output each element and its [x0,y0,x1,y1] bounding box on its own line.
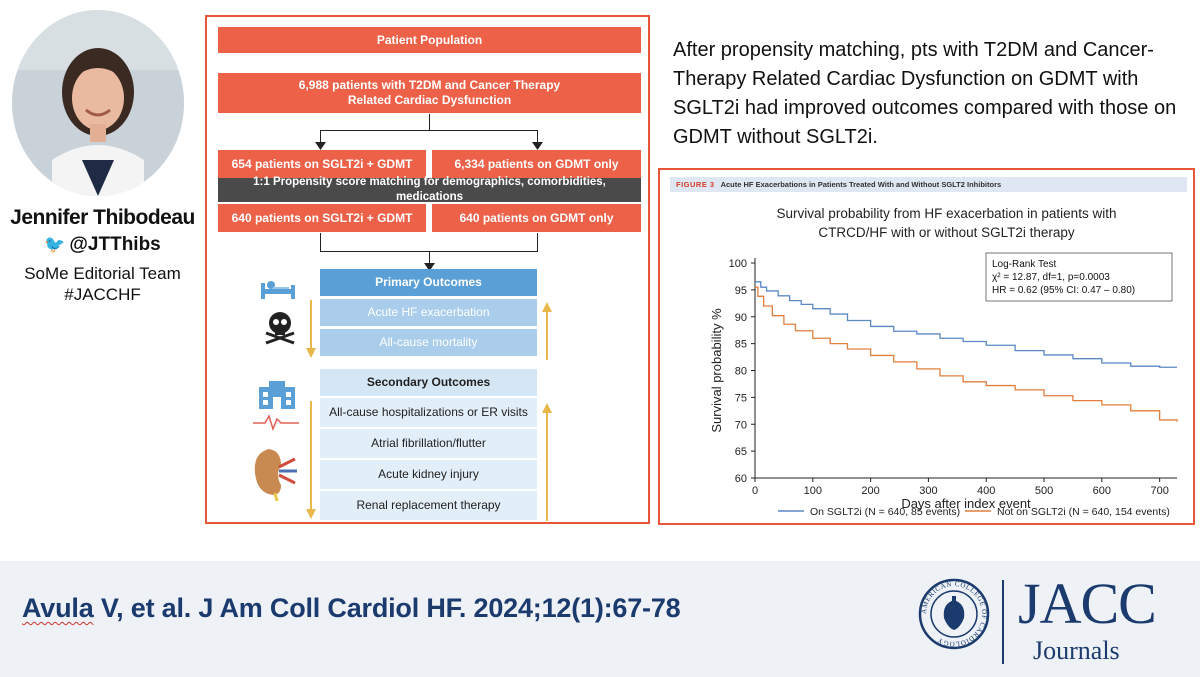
figure-label: FIGURE 3 [676,180,715,189]
hospital-bed-icon [261,281,295,299]
figure-caption: Acute HF Exacerbations in Patients Treat… [720,180,1002,189]
x-tick-label: 400 [977,485,995,497]
left-arm-box: 654 patients on SGLT2i + GDMT [218,150,426,178]
series-line-not-on-sglt2i [755,286,1178,422]
flow-line [320,130,538,131]
secondary-outcomes-header: Secondary Outcomes [320,369,537,396]
x-tick-label: 300 [919,485,937,497]
kidney-icon [254,449,297,501]
survival-plot: 60 65 70 75 80 85 90 95 100 0 100 200 300 400 500 600 70… [709,252,1178,518]
team-label: SoMe Editorial Team #JACCHF [0,263,205,305]
arrow-down-icon [424,263,435,271]
handle-text: @JTThibs [69,234,161,255]
summary-text: After propensity matching, pts with T2DM… [673,39,1177,148]
decrease-arrow-icon [306,300,316,358]
y-tick-label: 85 [735,339,747,351]
citation-author: Avula [22,593,94,623]
secondary-outcome-item: Acute kidney injury [320,460,537,489]
population-box: 6,988 patients with T2DM and Cancer Ther… [218,73,641,113]
figure-caption-bar: FIGURE 3 Acute HF Exacerbations in Patien… [670,177,1187,192]
x-axis-label: Days after index event [901,496,1031,511]
person-portrait-icon [12,10,184,196]
primary-outcome-item: Acute HF exacerbation [320,299,537,326]
chart-title-line-2: CTRCD/HF with or without SGLT2i therapy [818,225,1075,240]
heart-rhythm-icon [253,414,299,431]
profile-name: Jennifer Thibodeau [10,206,195,229]
stats-box [985,252,1173,302]
increase-arrow-icon [542,403,552,521]
left-matched-box: 640 patients on SGLT2i + GDMT [218,204,426,232]
stats-box-line3: HR = 0.62 (95% CI: 0.47 – 0.80) [992,285,1135,296]
footer-band [0,561,1200,677]
legend-label: On SGLT2i (N = 640, 85 events) [810,506,960,518]
legend-label: Not on SGLT2i (N = 640, 154 events) [997,506,1170,518]
population-line-1: 6,988 patients with T2DM and Cancer Ther… [298,78,561,92]
flow-line [429,114,430,130]
chart-title-line-1: Survival probability from HF exacerbatio… [776,206,1117,221]
arrow-down-icon [315,142,326,150]
x-tick-label: 700 [1150,485,1168,497]
jacc-journals-label: Journals [1033,636,1120,665]
y-tick-label: 75 [735,392,747,404]
x-tick-label: 100 [804,485,822,497]
jacc-brand: JACC [1018,571,1157,636]
logo-divider [1002,580,1004,664]
stats-box-line1: Log-Rank Test [992,259,1057,270]
hospital-building-icon [259,381,295,409]
decrease-arrow-icon [306,401,316,519]
team-line-1: SoMe Editorial Team [24,264,181,283]
y-tick-label: 90 [735,312,747,324]
flow-line [429,251,430,265]
y-tick-label: 80 [735,366,747,378]
citation[interactable]: Avula V, et al. J Am Coll Cardiol HF. 20… [22,593,681,624]
series-line-on-sglt2i [755,281,1177,368]
x-tick-label: 500 [1035,485,1053,497]
flow-line [537,233,538,251]
survival-chart-panel: FIGURE 3 Acute HF Exacerbations in Patien… [658,168,1195,525]
primary-outcomes-header: Primary Outcomes [320,269,537,296]
secondary-outcome-item: Atrial fibrillation/flutter [320,429,537,458]
chart-title: Survival probability from HF exacerbatio… [700,204,1193,242]
right-arm-box: 6,334 patients on GDMT only [432,150,641,178]
matching-box: 1:1 Propensity score matching for demogr… [218,176,641,203]
team-line-2: #JACCHF [64,285,141,304]
y-tick-label: 60 [735,473,747,485]
arrow-down-icon [532,142,543,150]
y-tick-label: 70 [735,419,747,431]
acc-seal-logo: AMERICAN COLLEGE OF CARDIOLOGY [918,578,990,650]
x-tick-label: 200 [861,485,879,497]
twitter-handle[interactable]: 🐦 @JTThibs [0,234,205,256]
x-tick-label: 600 [1093,485,1111,497]
population-header: Patient Population [218,27,641,53]
secondary-outcome-item: All-cause hospitalizations or ER visits [320,398,537,427]
citation-rest: V, et al. J Am Coll Cardiol HF. 2024;12(… [93,593,681,623]
increase-arrow-icon [542,302,552,360]
y-tick-label: 100 [729,258,747,270]
flow-line [537,130,538,144]
y-tick-label: 65 [735,446,747,458]
skull-crossbones-icon [265,312,295,345]
right-matched-box: 640 patients on GDMT only [432,204,641,232]
secondary-outcome-item: Renal replacement therapy [320,491,537,520]
flow-line [320,130,321,144]
stats-box-line2: χ² = 12.87, df=1, p=0.0003 [992,272,1110,283]
y-axis-label: Survival probability % [709,308,724,433]
profile-photo [12,10,184,196]
x-tick-label: 0 [752,485,758,497]
twitter-bird-icon: 🐦 [44,235,66,254]
primary-outcome-item: All-cause mortality [320,329,537,356]
study-flow-figure: Patient Population 6,988 patients with T… [205,15,650,524]
y-tick-label: 95 [735,285,747,297]
flow-line [320,233,321,251]
population-line-2: Related Cardiac Dysfunction [347,93,512,107]
